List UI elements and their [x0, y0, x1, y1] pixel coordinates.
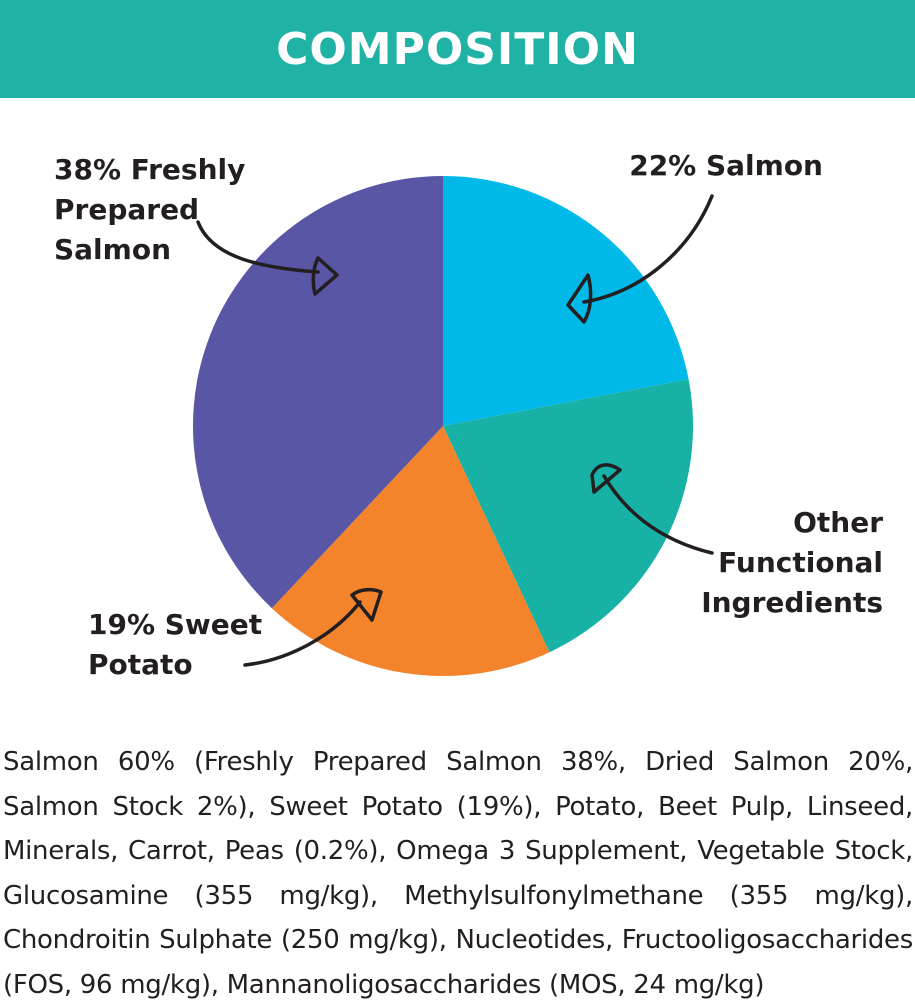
arrow-sweet-potato	[243, 587, 383, 667]
pie-slices	[193, 176, 694, 677]
arrow-other-functional-ingredients	[590, 463, 714, 555]
label-sweet-potato: 19% Sweet Potato	[88, 608, 263, 681]
pie-slice-sweet-potato	[271, 426, 550, 677]
ingredients-text: Salmon 60% (Freshly Prepared Salmon 38%,…	[3, 747, 913, 1000]
composition-pie-chart	[193, 176, 714, 677]
label-freshly-prepared-salmon: 38% Freshly Prepared Salmon	[54, 153, 246, 266]
label-salmon: 22% Salmon	[629, 149, 823, 182]
arrow-freshly-prepared-salmon	[196, 220, 339, 296]
pie-slice-salmon	[443, 176, 689, 426]
pie-slice-freshly-prepared-salmon	[193, 176, 443, 609]
label-arrows	[196, 194, 714, 667]
label-other-functional-ingredients: Other Functional Ingredients	[701, 506, 883, 619]
arrow-salmon	[566, 194, 714, 324]
composition-header: COMPOSITION	[0, 0, 915, 98]
pie-slice-other-functional-ingredients	[443, 379, 694, 653]
page-title: COMPOSITION	[276, 23, 639, 75]
